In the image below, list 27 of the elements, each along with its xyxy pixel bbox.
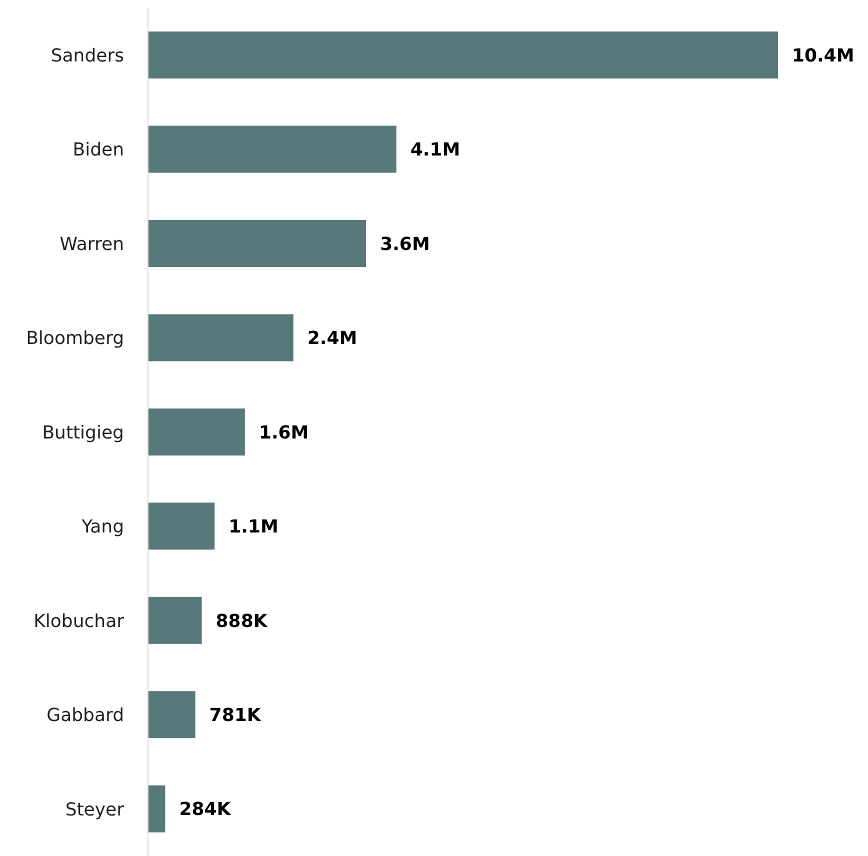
y-tick-label: Sanders <box>50 46 124 66</box>
y-tick-label: Yang <box>80 516 124 538</box>
data-label: 284K <box>179 799 232 820</box>
data-label: 1.1M <box>228 516 278 538</box>
y-tick-label: Warren <box>60 234 124 255</box>
bar <box>148 126 396 173</box>
bar <box>148 408 245 456</box>
data-label: 2.4M <box>307 328 358 350</box>
bar <box>148 32 778 79</box>
data-label: 10.4M <box>792 45 854 66</box>
data-label: 1.6M <box>258 422 309 444</box>
y-tick-label: Bloomberg <box>26 328 124 350</box>
bar <box>148 220 366 267</box>
y-tick-label: Gabbard <box>46 705 124 726</box>
y-tick-label: Buttigieg <box>42 422 124 444</box>
bar <box>148 502 215 550</box>
y-tick-label: Steyer <box>65 799 125 820</box>
data-label: 888K <box>216 610 268 632</box>
bar <box>148 314 294 362</box>
data-label: 781K <box>209 705 262 726</box>
data-label: 3.6M <box>380 234 430 255</box>
bar <box>148 691 196 738</box>
y-tick-label: Biden <box>72 140 124 161</box>
y-tick-label: Klobuchar <box>34 610 125 632</box>
data-label: 4.1M <box>410 140 460 161</box>
bar <box>148 785 166 832</box>
bar <box>148 596 202 644</box>
